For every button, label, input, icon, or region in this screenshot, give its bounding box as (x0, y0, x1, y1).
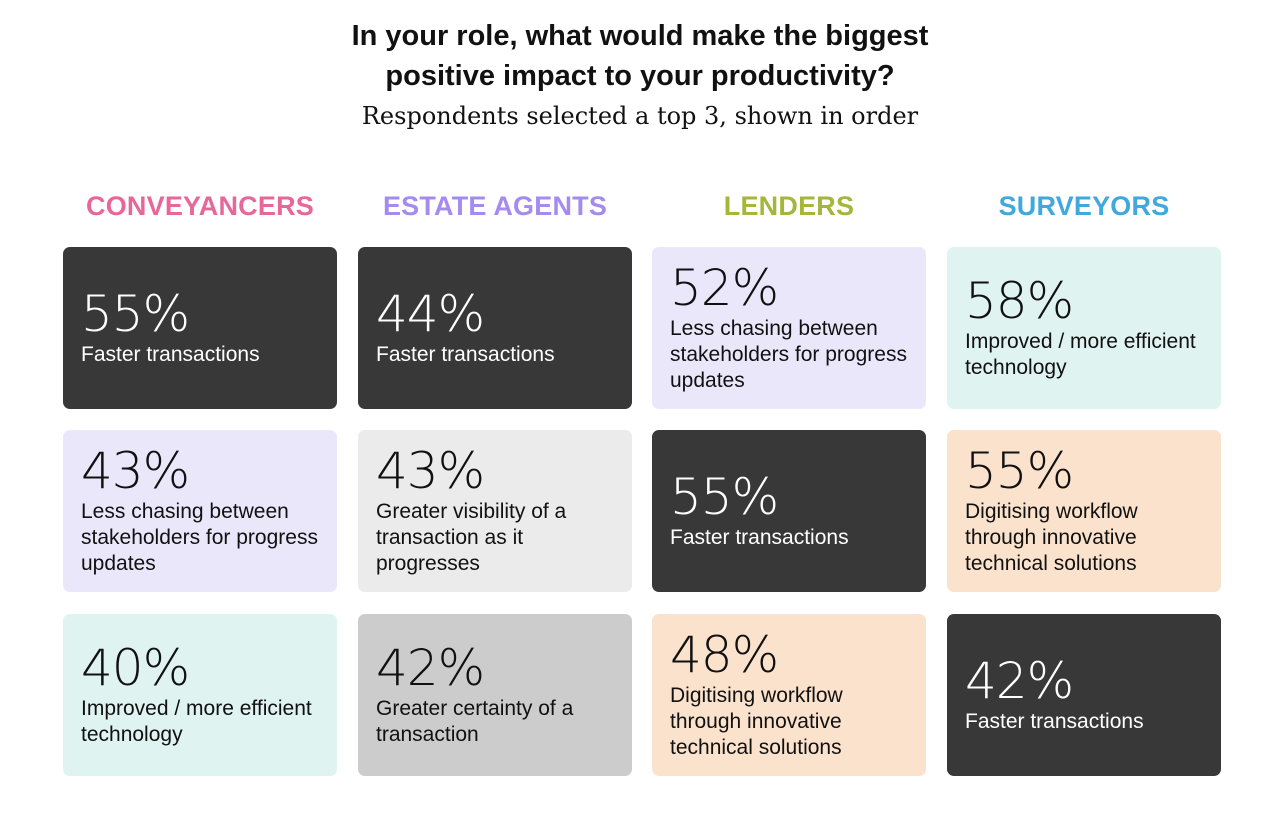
title-line-2: positive impact to your productivity? (385, 60, 895, 92)
stat-card-estate-agents-2: 43% Greater visibility of a transaction a… (358, 430, 632, 592)
stat-description: Less chasing between stakeholders for pr… (670, 317, 907, 392)
stat-description: Faster transactions (670, 526, 849, 549)
stat-description: Faster transactions (376, 343, 555, 366)
stat-percentage: 58% (965, 272, 1074, 330)
page-subtitle: Respondents selected a top 3, shown in o… (361, 102, 919, 130)
stat-description: Digitising workflow through innovative t… (670, 684, 843, 759)
column-header-conveyancers: CONVEYANCERS (86, 191, 314, 221)
stat-percentage: 55% (670, 468, 779, 526)
stat-card-conveyancers-2: 43% Less chasing between stakeholders for… (63, 430, 337, 592)
stat-percentage: 55% (81, 285, 190, 343)
stat-percentage: 42% (965, 652, 1074, 710)
stat-percentage: 40% (81, 639, 190, 697)
stat-percentage: 48% (670, 626, 779, 684)
stat-card-conveyancers-3: 40% Improved / more efficient technology (63, 614, 337, 776)
stat-percentage: 44% (376, 285, 485, 343)
title-line-1: In your role, what would make the bigges… (351, 20, 929, 52)
stat-card-lenders-3: 48% Digitising workflow through innovativ… (652, 614, 926, 776)
column-header-surveyors: SURVEYORS (998, 191, 1170, 221)
stat-card-surveyors-3: 42% Faster transactions (947, 614, 1221, 776)
stat-percentage: 52% (670, 259, 779, 317)
stat-card-lenders-1: 52% Less chasing between stakeholders for… (652, 247, 926, 409)
stat-description: Greater visibility of a transaction as i… (376, 500, 567, 575)
stat-description: Improved / more efficient technology (81, 697, 312, 746)
stat-description: Less chasing between stakeholders for pr… (81, 500, 318, 575)
page-title: In your role, what would make the bigges… (0, 16, 1280, 96)
stat-description: Faster transactions (965, 710, 1144, 733)
column-header-lenders: LENDERS (723, 191, 855, 221)
stat-card-surveyors-2: 55% Digitising workflow through innovativ… (947, 430, 1221, 592)
stat-card-estate-agents-1: 44% Faster transactions (358, 247, 632, 409)
stat-description: Digitising workflow through innovative t… (965, 500, 1138, 575)
stat-card-conveyancers-1: 55% Faster transactions (63, 247, 337, 409)
stat-percentage: 43% (81, 442, 190, 500)
column-header-estate-agents: ESTATE AGENTS (382, 191, 608, 221)
stat-description: Improved / more efficient technology (965, 330, 1196, 379)
stat-card-estate-agents-3: 42% Greater certainty of a transaction (358, 614, 632, 776)
stat-card-lenders-2: 55% Faster transactions (652, 430, 926, 592)
stat-card-surveyors-1: 58% Improved / more efficient technology (947, 247, 1221, 409)
stat-percentage: 43% (376, 442, 485, 500)
stat-description: Greater certainty of a transaction (376, 697, 574, 746)
stat-description: Faster transactions (81, 343, 260, 366)
stat-percentage: 42% (376, 639, 485, 697)
stat-percentage: 55% (965, 442, 1074, 500)
